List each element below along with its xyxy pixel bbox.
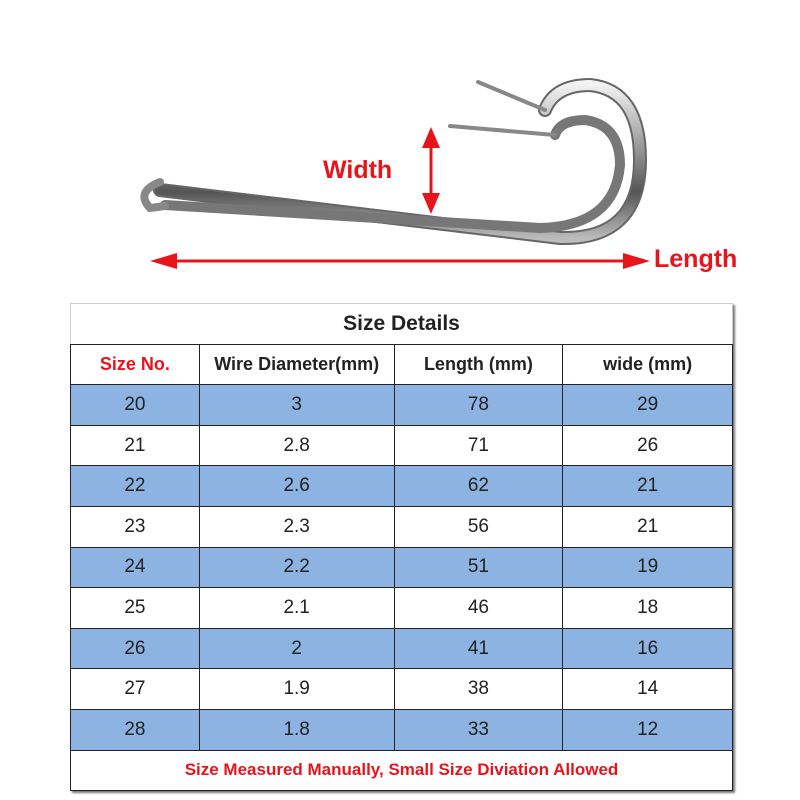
table-cell: 21 <box>70 424 200 467</box>
table-cell: 2.2 <box>198 546 395 589</box>
length-arrow <box>150 253 650 269</box>
length-label: Length <box>654 245 738 273</box>
width-label: Width <box>323 156 393 184</box>
table-cell: 2.3 <box>198 505 395 548</box>
table-cell: 26 <box>70 627 200 670</box>
hook-image <box>140 77 650 269</box>
table-cell: 21 <box>562 465 733 507</box>
table-cell: 29 <box>562 384 733 426</box>
double-hook <box>140 77 648 246</box>
size-table: Size Details Size No. Wire Diameter(mm) … <box>70 303 733 792</box>
table-cell: 21 <box>562 505 733 548</box>
table-cell: 41 <box>393 627 564 670</box>
table-cell: 71 <box>393 424 564 467</box>
header-size-no: Size No. <box>70 343 200 386</box>
table-cell: 46 <box>393 587 564 629</box>
table-cell: 2.8 <box>198 424 395 467</box>
table-cell: 1.9 <box>198 668 395 710</box>
header-wide: wide (mm) <box>562 343 733 386</box>
table-cell: 28 <box>70 708 200 751</box>
table-cell: 56 <box>393 505 564 548</box>
table-cell: 51 <box>393 546 564 589</box>
table-cell: 20 <box>70 384 200 426</box>
table-cell: 14 <box>562 668 733 710</box>
table-cell: 25 <box>70 587 200 629</box>
table-row: 25 2.1 46 18 <box>70 587 733 629</box>
table-cell: 38 <box>393 668 564 710</box>
header-length: Length (mm) <box>393 343 564 386</box>
table-cell: 18 <box>562 587 733 629</box>
table-title: Size Details <box>70 303 733 345</box>
table-row: 20 3 78 29 <box>70 384 733 426</box>
table-row: 28 1.8 33 12 <box>70 708 733 751</box>
table-row: 21 2.8 71 26 <box>70 424 733 467</box>
table-cell: 33 <box>393 708 564 751</box>
header-wire-diameter: Wire Diameter(mm) <box>198 343 395 386</box>
table-cell: 27 <box>70 668 200 710</box>
table-cell: 2 <box>198 627 395 670</box>
table-cell: 78 <box>393 384 564 426</box>
table-cell: 16 <box>562 627 733 670</box>
table-cell: 24 <box>70 546 200 589</box>
table-row: 27 1.9 38 14 <box>70 668 733 710</box>
table-row: 23 2.3 56 21 <box>70 505 733 548</box>
table-row: 24 2.2 51 19 <box>70 546 733 589</box>
table-footer-note: Size Measured Manually, Small Size Divia… <box>70 749 733 792</box>
table-cell: 12 <box>562 708 733 751</box>
table-cell: 3 <box>198 384 395 426</box>
header-row: Size No. Wire Diameter(mm) Length (mm) w… <box>70 343 733 386</box>
table-cell: 19 <box>562 546 733 589</box>
table-cell: 2.6 <box>198 465 395 507</box>
table-cell: 62 <box>393 465 564 507</box>
table-cell: 22 <box>70 465 200 507</box>
table-cell: 26 <box>562 424 733 467</box>
table-row: 26 2 41 16 <box>70 627 733 670</box>
table-cell: 2.1 <box>198 587 395 629</box>
width-arrow <box>422 127 440 214</box>
table-row: 22 2.6 62 21 <box>70 465 733 507</box>
table-cell: 23 <box>70 505 200 548</box>
table-cell: 1.8 <box>198 708 395 751</box>
